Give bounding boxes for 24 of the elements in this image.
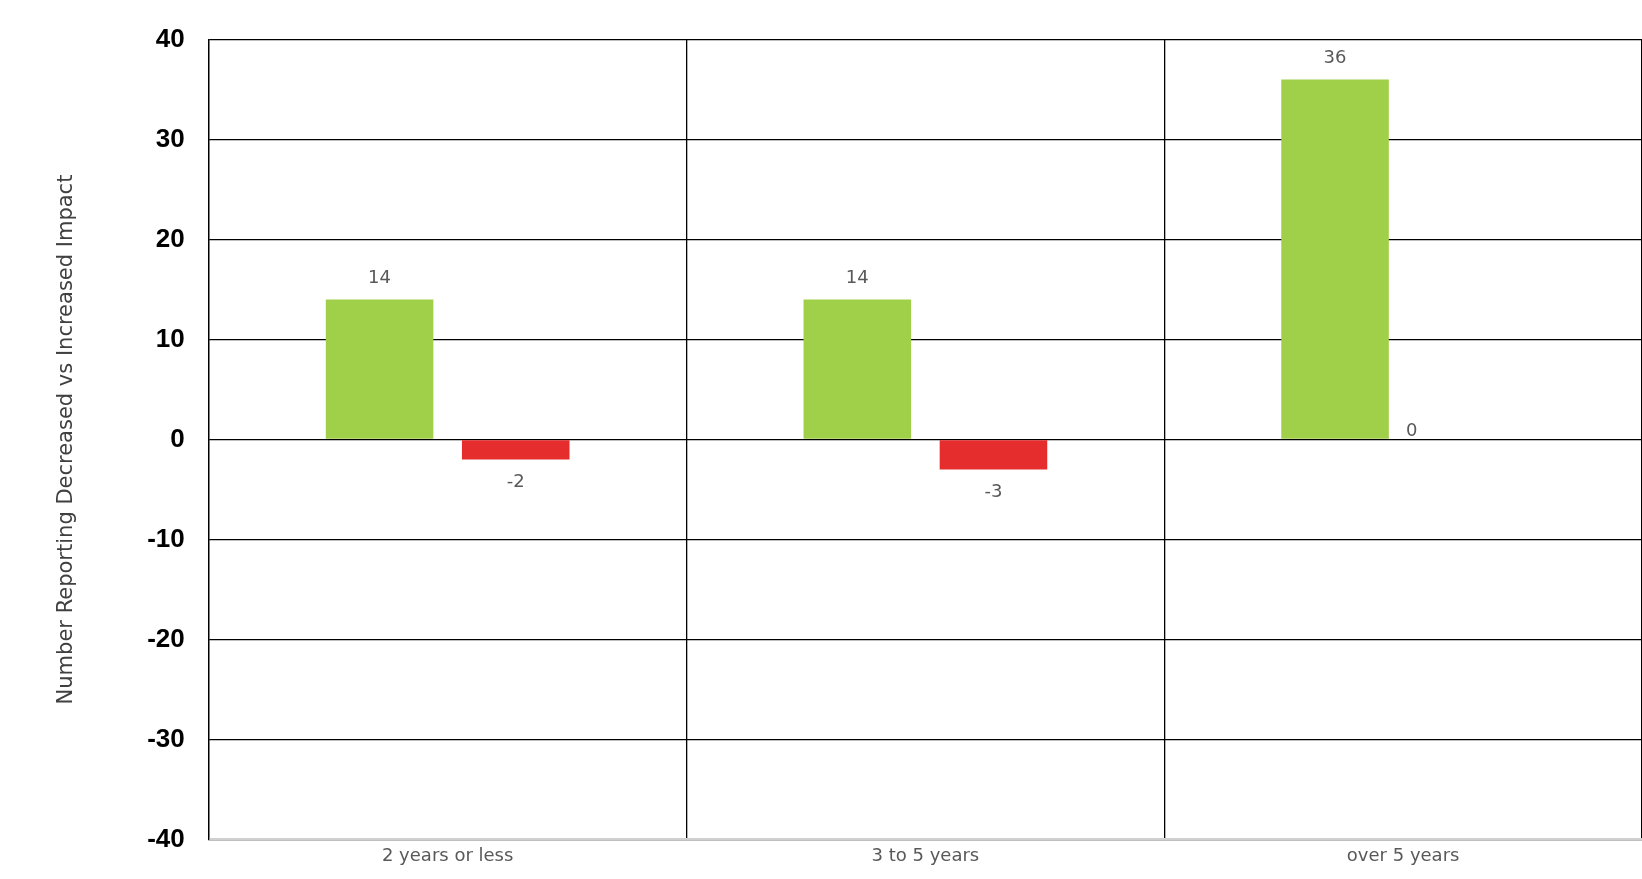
bar [461, 440, 570, 460]
data-label: 14 [368, 266, 392, 288]
data-label: -3 [984, 480, 1003, 502]
bar [1281, 79, 1389, 439]
data-label: 36 [1323, 46, 1347, 68]
bar [939, 440, 1048, 470]
y-tick-label: 20 [155, 222, 185, 253]
y-tick-label: 40 [155, 22, 185, 53]
x-tick-label: 3 to 5 years [871, 843, 980, 865]
y-tick-label: -40 [147, 822, 185, 853]
y-tick-label: 0 [170, 422, 185, 453]
data-label: 14 [845, 266, 869, 288]
data-label: 0 [1405, 419, 1418, 441]
bar [803, 299, 912, 439]
x-tick-label: over 5 years [1346, 843, 1460, 865]
data-label: -2 [506, 470, 525, 492]
y-tick-label: -10 [147, 522, 185, 553]
y-tick-label: 30 [155, 122, 185, 153]
y-tick-label: -30 [147, 722, 185, 753]
x-tick-label: 2 years or less [381, 843, 514, 865]
y-tick-label: -20 [147, 622, 185, 653]
y-axis-title: Number Reporting Decreased vs Increased Impact [53, 174, 78, 705]
bar [325, 299, 434, 439]
y-tick-label: 10 [155, 322, 185, 353]
